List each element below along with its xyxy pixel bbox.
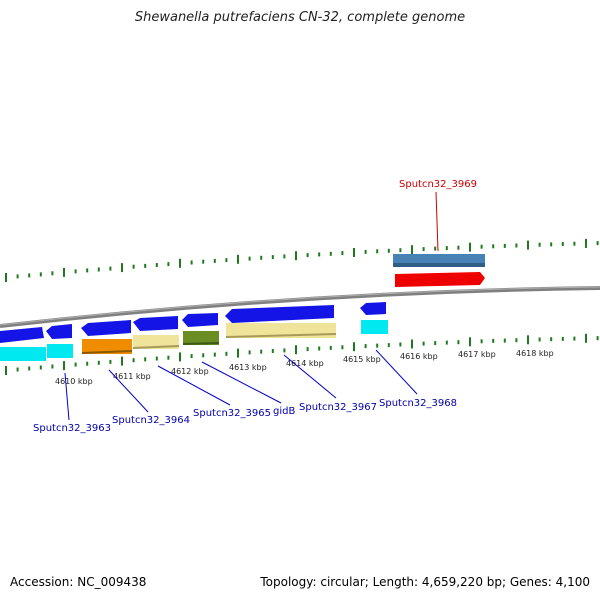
- topology-text: Topology: circular; Length: 4,659,220 bp…: [260, 575, 590, 589]
- feature-gidB-cds[interactable]: [182, 313, 218, 327]
- feature-3963-cds-b[interactable]: [46, 324, 72, 339]
- gene-label-gidB[interactable]: gidB: [273, 406, 295, 417]
- feature-3969-gene-shade: [393, 263, 485, 267]
- feature-3965-gene: [183, 331, 219, 345]
- gene-label-3967[interactable]: Sputcn32_3967: [299, 402, 377, 413]
- feature-3964-cds[interactable]: [81, 320, 131, 336]
- scale-labels: 4610 kbp 4611 kbp 4612 kbp 4613 kbp 4614…: [55, 349, 554, 386]
- genome-backbone-highlight: [0, 286, 600, 326]
- scale-label: 4610 kbp: [55, 377, 93, 386]
- map-title: Shewanella putrefaciens CN-32, complete …: [134, 10, 466, 25]
- gene-label-3963[interactable]: Sputcn32_3963: [33, 423, 111, 434]
- scale-label: 4614 kbp: [286, 359, 324, 368]
- genome-backbone: [0, 286, 600, 328]
- inner-ticks: [5, 333, 599, 375]
- outer-ticks: [5, 238, 599, 282]
- gene-label-3965[interactable]: Sputcn32_3965: [193, 408, 271, 419]
- gene-label-3969[interactable]: Sputcn32_3969: [399, 179, 477, 190]
- feature-3963-gene-a: [0, 347, 46, 361]
- scale-label: 4615 kbp: [343, 355, 381, 364]
- feature-shade-3: [182, 342, 220, 345]
- scale-label: 4616 kbp: [400, 352, 438, 361]
- feature-3968-gene: [361, 320, 388, 334]
- gene-label-3964[interactable]: Sputcn32_3964: [112, 415, 190, 426]
- scale-label: 4612 kbp: [171, 367, 209, 376]
- feature-shade-2: [132, 345, 180, 349]
- scale-label: 4611 kbp: [113, 372, 151, 381]
- feature-3965-cds[interactable]: [133, 316, 178, 331]
- feature-shade-1: [81, 350, 133, 354]
- feature-3963-cds-a[interactable]: [0, 327, 44, 343]
- feature-3967-cds[interactable]: [225, 305, 334, 323]
- scale-label: 4613 kbp: [229, 363, 267, 372]
- accession-text: Accession: NC_009438: [10, 575, 147, 589]
- feature-3968-cds[interactable]: [360, 302, 386, 315]
- feature-3964-gene-a: [82, 339, 132, 354]
- scale-label: 4618 kbp: [516, 349, 554, 358]
- feature-3969-cds[interactable]: [395, 272, 485, 287]
- scale-label: 4617 kbp: [458, 350, 496, 359]
- feature-3963-gene-b: [47, 344, 73, 358]
- leader-lines: [64, 191, 439, 421]
- gene-label-3968[interactable]: Sputcn32_3968: [379, 398, 457, 409]
- feature-shade-4: [225, 333, 337, 338]
